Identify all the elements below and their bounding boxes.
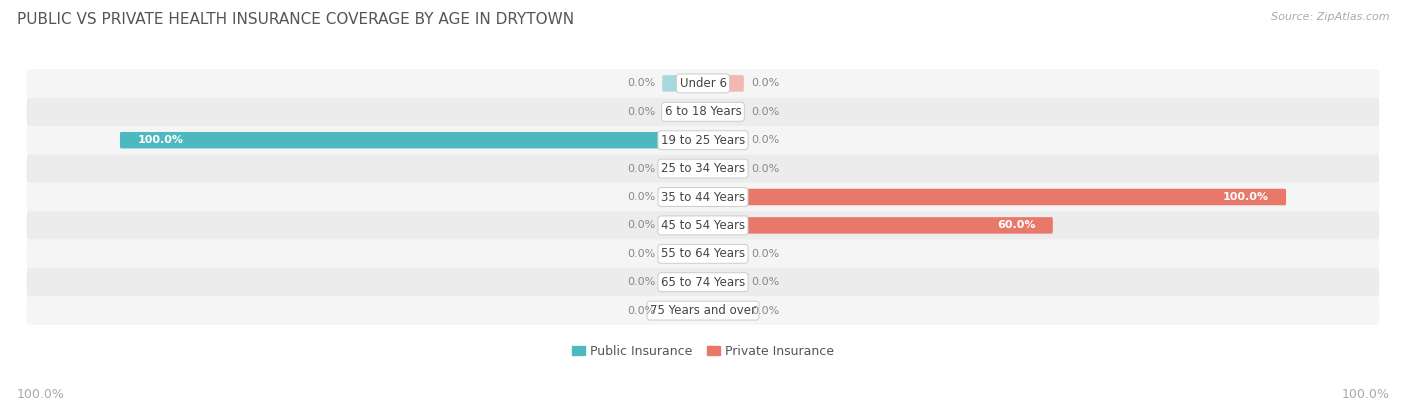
Text: 19 to 25 Years: 19 to 25 Years (661, 134, 745, 147)
Text: PUBLIC VS PRIVATE HEALTH INSURANCE COVERAGE BY AGE IN DRYTOWN: PUBLIC VS PRIVATE HEALTH INSURANCE COVER… (17, 12, 574, 27)
Text: 0.0%: 0.0% (627, 306, 655, 316)
Text: 0.0%: 0.0% (751, 249, 779, 259)
Text: 0.0%: 0.0% (751, 306, 779, 316)
FancyBboxPatch shape (703, 274, 744, 290)
Text: 100.0%: 100.0% (1341, 388, 1389, 401)
Text: 0.0%: 0.0% (627, 249, 655, 259)
FancyBboxPatch shape (120, 132, 703, 148)
FancyBboxPatch shape (662, 274, 703, 290)
FancyBboxPatch shape (27, 297, 1379, 325)
Text: 25 to 34 Years: 25 to 34 Years (661, 162, 745, 175)
Text: Under 6: Under 6 (679, 77, 727, 90)
FancyBboxPatch shape (703, 217, 1053, 234)
FancyBboxPatch shape (27, 154, 1379, 183)
Text: 0.0%: 0.0% (627, 221, 655, 230)
Text: 45 to 54 Years: 45 to 54 Years (661, 219, 745, 232)
Text: 0.0%: 0.0% (627, 164, 655, 173)
Text: 0.0%: 0.0% (627, 78, 655, 88)
FancyBboxPatch shape (662, 302, 703, 319)
FancyBboxPatch shape (703, 189, 744, 205)
FancyBboxPatch shape (27, 183, 1379, 211)
Text: 6 to 18 Years: 6 to 18 Years (665, 105, 741, 118)
FancyBboxPatch shape (662, 217, 703, 234)
Text: 60.0%: 60.0% (997, 221, 1035, 230)
FancyBboxPatch shape (703, 160, 744, 177)
Text: 100.0%: 100.0% (1223, 192, 1268, 202)
Text: 0.0%: 0.0% (751, 164, 779, 173)
FancyBboxPatch shape (703, 132, 744, 148)
FancyBboxPatch shape (703, 189, 1286, 205)
FancyBboxPatch shape (662, 132, 703, 148)
Text: 55 to 64 Years: 55 to 64 Years (661, 247, 745, 260)
FancyBboxPatch shape (27, 240, 1379, 268)
FancyBboxPatch shape (662, 189, 703, 205)
Text: 0.0%: 0.0% (751, 78, 779, 88)
FancyBboxPatch shape (703, 246, 744, 262)
FancyBboxPatch shape (662, 104, 703, 120)
FancyBboxPatch shape (27, 97, 1379, 126)
Text: 0.0%: 0.0% (627, 107, 655, 117)
FancyBboxPatch shape (703, 104, 744, 120)
FancyBboxPatch shape (703, 217, 744, 234)
Text: 0.0%: 0.0% (627, 192, 655, 202)
FancyBboxPatch shape (662, 246, 703, 262)
FancyBboxPatch shape (703, 75, 744, 92)
FancyBboxPatch shape (27, 211, 1379, 240)
Text: 0.0%: 0.0% (751, 107, 779, 117)
FancyBboxPatch shape (703, 302, 744, 319)
Text: 100.0%: 100.0% (138, 135, 183, 145)
Text: 0.0%: 0.0% (751, 277, 779, 287)
Legend: Public Insurance, Private Insurance: Public Insurance, Private Insurance (567, 340, 839, 363)
Text: 0.0%: 0.0% (751, 135, 779, 145)
FancyBboxPatch shape (27, 268, 1379, 297)
FancyBboxPatch shape (662, 160, 703, 177)
Text: 0.0%: 0.0% (627, 277, 655, 287)
Text: Source: ZipAtlas.com: Source: ZipAtlas.com (1271, 12, 1389, 22)
Text: 65 to 74 Years: 65 to 74 Years (661, 276, 745, 289)
Text: 100.0%: 100.0% (17, 388, 65, 401)
FancyBboxPatch shape (27, 126, 1379, 154)
FancyBboxPatch shape (27, 69, 1379, 97)
Text: 75 Years and over: 75 Years and over (650, 304, 756, 317)
Text: 35 to 44 Years: 35 to 44 Years (661, 190, 745, 204)
FancyBboxPatch shape (662, 75, 703, 92)
